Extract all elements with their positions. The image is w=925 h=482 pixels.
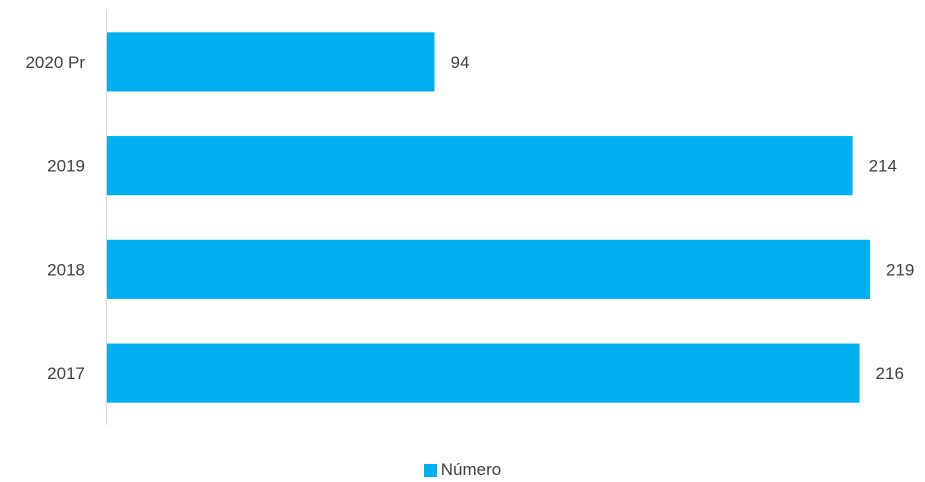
data-label: 94 — [450, 53, 469, 72]
bars-group — [107, 32, 870, 403]
legend-label: Número — [440, 460, 502, 479]
category-label: 2019 — [47, 157, 85, 176]
bar-2020-pr — [107, 32, 435, 92]
bar-chart: 2020 Pr 94 2019 214 2018 219 2017 216 — [25, 10, 914, 425]
labels-group: 2020 Pr 94 2019 214 2018 219 2017 216 — [25, 53, 914, 383]
category-label: 2020 Pr — [25, 53, 85, 72]
category-label: 2017 — [47, 364, 85, 383]
data-label: 216 — [876, 364, 904, 383]
legend-swatch — [423, 463, 437, 477]
bar-2017 — [107, 343, 860, 403]
data-label: 214 — [869, 157, 897, 176]
legend: Número — [0, 460, 925, 480]
category-label: 2018 — [47, 260, 85, 279]
bar-2019 — [107, 136, 853, 196]
bar-2018 — [107, 239, 870, 299]
data-label: 219 — [886, 260, 914, 279]
